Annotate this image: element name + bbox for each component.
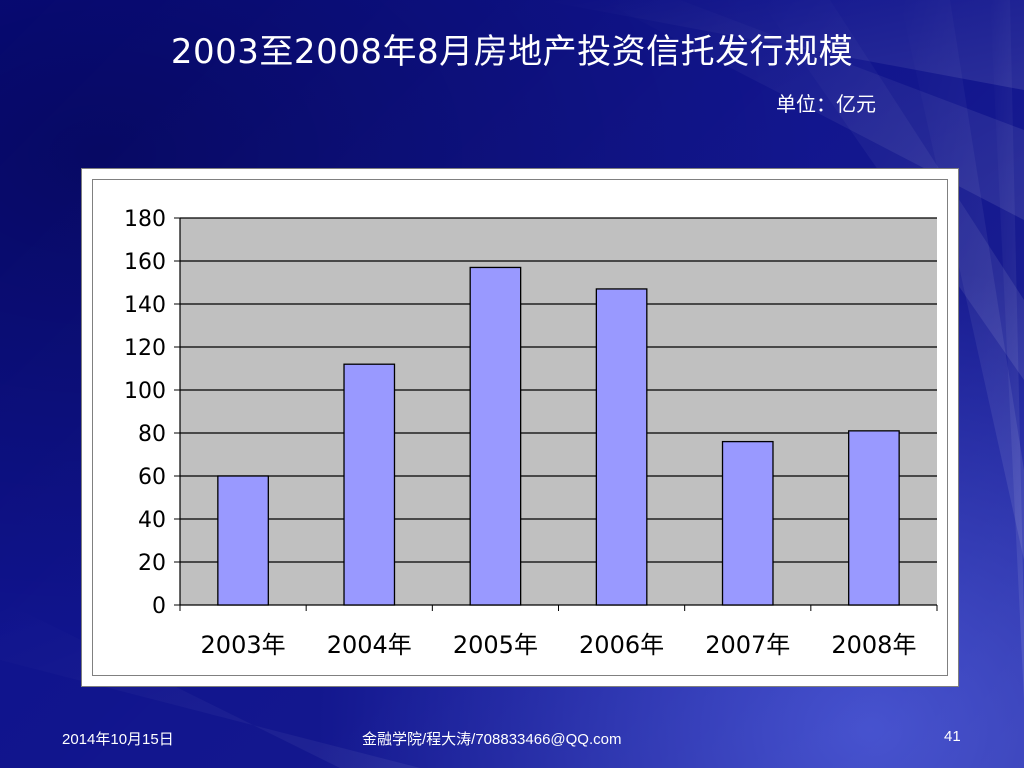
bar-2005年 — [469, 266, 522, 606]
x-tick-label: 2003年 — [201, 631, 286, 659]
x-tick-label: 2005年 — [453, 631, 538, 659]
unit-label: 单位：亿元 — [776, 92, 876, 116]
footer-author: 金融学院/程大涛/708833466@QQ.com — [362, 731, 622, 748]
y-tick-label: 180 — [124, 207, 166, 232]
x-tick-label: 2004年 — [327, 631, 412, 659]
y-tick-label: 40 — [138, 508, 166, 533]
bar-2006年 — [595, 288, 648, 606]
slide-title: 2003至2008年8月房地产投资信托发行规模 — [170, 32, 854, 72]
bar-2004年 — [343, 363, 396, 606]
y-tick-label: 60 — [138, 465, 166, 490]
plot-area — [180, 218, 937, 605]
x-tick-label: 2006年 — [579, 631, 664, 659]
footer-date: 2014年10月15日 — [62, 731, 174, 748]
bar-2007年 — [721, 440, 774, 606]
y-tick-label: 20 — [138, 551, 166, 576]
chart-frame: 0 20 40 60 80 100 120 140 160 180 2003年 2004年 2005年 2… — [81, 168, 959, 687]
chart-inner-border: 0 20 40 60 80 100 120 140 160 180 2003年 2004年 2005年 2… — [92, 179, 948, 676]
x-tick-label: 2007年 — [705, 631, 790, 659]
bar-2003年 — [217, 475, 269, 606]
x-tick-label: 2008年 — [831, 631, 916, 659]
y-tick-label: 0 — [152, 594, 166, 619]
y-tick-label: 160 — [124, 250, 166, 275]
y-tick-label: 80 — [138, 422, 166, 447]
bar-chart: 0 20 40 60 80 100 120 140 160 180 2003年 2004年 2005年 2… — [124, 207, 938, 659]
y-tick-label: 100 — [124, 379, 166, 404]
footer-page-number: 41 — [944, 728, 961, 745]
bar-2008年 — [848, 430, 900, 606]
y-tick-label: 120 — [124, 336, 166, 361]
y-tick-label: 140 — [124, 293, 166, 318]
